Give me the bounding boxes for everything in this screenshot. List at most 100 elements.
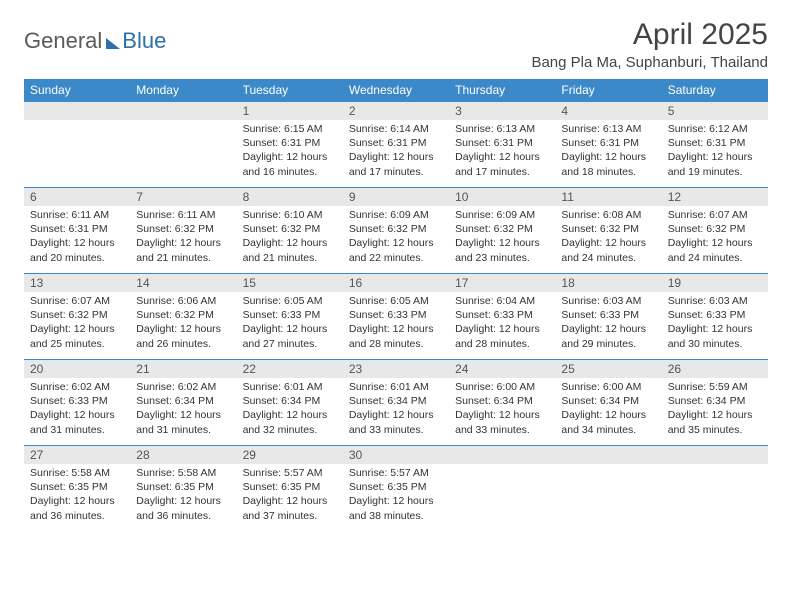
daylight-line: Daylight: 12 hours and 37 minutes. <box>243 494 337 522</box>
day-number-bar: 2 <box>343 102 449 120</box>
daylight-line: Daylight: 12 hours and 23 minutes. <box>455 236 549 264</box>
calendar-table: SundayMondayTuesdayWednesdayThursdayFrid… <box>24 79 768 532</box>
calendar-day-cell: 12Sunrise: 6:07 AMSunset: 6:32 PMDayligh… <box>662 188 768 274</box>
daylight-line: Daylight: 12 hours and 36 minutes. <box>30 494 124 522</box>
weekday-header: Monday <box>130 79 236 102</box>
sunset-line: Sunset: 6:35 PM <box>30 480 124 494</box>
sunset-line: Sunset: 6:34 PM <box>668 394 762 408</box>
day-number-bar: 30 <box>343 446 449 464</box>
day-number-bar: 7 <box>130 188 236 206</box>
sunrise-line: Sunrise: 6:02 AM <box>30 380 124 394</box>
day-body: Sunrise: 6:03 AMSunset: 6:33 PMDaylight:… <box>555 292 661 355</box>
daylight-line: Daylight: 12 hours and 31 minutes. <box>136 408 230 436</box>
calendar-day-cell: 25Sunrise: 6:00 AMSunset: 6:34 PMDayligh… <box>555 360 661 446</box>
day-body: Sunrise: 6:07 AMSunset: 6:32 PMDaylight:… <box>662 206 768 269</box>
sunrise-line: Sunrise: 6:09 AM <box>455 208 549 222</box>
sunset-line: Sunset: 6:34 PM <box>243 394 337 408</box>
daylight-line: Daylight: 12 hours and 24 minutes. <box>668 236 762 264</box>
daylight-line: Daylight: 12 hours and 31 minutes. <box>30 408 124 436</box>
day-body: Sunrise: 6:09 AMSunset: 6:32 PMDaylight:… <box>343 206 449 269</box>
day-body <box>130 120 236 160</box>
day-body: Sunrise: 6:13 AMSunset: 6:31 PMDaylight:… <box>449 120 555 183</box>
daylight-line: Daylight: 12 hours and 21 minutes. <box>136 236 230 264</box>
daylight-line: Daylight: 12 hours and 27 minutes. <box>243 322 337 350</box>
sunset-line: Sunset: 6:33 PM <box>668 308 762 322</box>
daylight-line: Daylight: 12 hours and 28 minutes. <box>349 322 443 350</box>
sunrise-line: Sunrise: 6:03 AM <box>668 294 762 308</box>
day-body: Sunrise: 6:13 AMSunset: 6:31 PMDaylight:… <box>555 120 661 183</box>
sunrise-line: Sunrise: 6:05 AM <box>243 294 337 308</box>
day-number-bar: 18 <box>555 274 661 292</box>
calendar-day-cell: 22Sunrise: 6:01 AMSunset: 6:34 PMDayligh… <box>237 360 343 446</box>
calendar-day-cell: 28Sunrise: 5:58 AMSunset: 6:35 PMDayligh… <box>130 446 236 532</box>
day-number-bar: 5 <box>662 102 768 120</box>
day-body: Sunrise: 6:01 AMSunset: 6:34 PMDaylight:… <box>237 378 343 441</box>
daylight-line: Daylight: 12 hours and 21 minutes. <box>243 236 337 264</box>
day-body: Sunrise: 5:57 AMSunset: 6:35 PMDaylight:… <box>343 464 449 527</box>
day-body: Sunrise: 6:00 AMSunset: 6:34 PMDaylight:… <box>449 378 555 441</box>
day-number-bar: 8 <box>237 188 343 206</box>
calendar-day-cell: 3Sunrise: 6:13 AMSunset: 6:31 PMDaylight… <box>449 102 555 188</box>
daylight-line: Daylight: 12 hours and 22 minutes. <box>349 236 443 264</box>
daylight-line: Daylight: 12 hours and 30 minutes. <box>668 322 762 350</box>
sunset-line: Sunset: 6:33 PM <box>243 308 337 322</box>
day-body: Sunrise: 6:04 AMSunset: 6:33 PMDaylight:… <box>449 292 555 355</box>
day-number-bar: 22 <box>237 360 343 378</box>
logo-text-general: General <box>24 28 102 54</box>
sunset-line: Sunset: 6:33 PM <box>349 308 443 322</box>
month-title: April 2025 <box>531 18 768 52</box>
day-body: Sunrise: 6:15 AMSunset: 6:31 PMDaylight:… <box>237 120 343 183</box>
sunset-line: Sunset: 6:34 PM <box>561 394 655 408</box>
sunrise-line: Sunrise: 5:58 AM <box>30 466 124 480</box>
day-body: Sunrise: 6:11 AMSunset: 6:32 PMDaylight:… <box>130 206 236 269</box>
daylight-line: Daylight: 12 hours and 20 minutes. <box>30 236 124 264</box>
sunrise-line: Sunrise: 6:02 AM <box>136 380 230 394</box>
daylight-line: Daylight: 12 hours and 18 minutes. <box>561 150 655 178</box>
sunset-line: Sunset: 6:35 PM <box>243 480 337 494</box>
calendar-week-row: 27Sunrise: 5:58 AMSunset: 6:35 PMDayligh… <box>24 446 768 532</box>
sunset-line: Sunset: 6:34 PM <box>349 394 443 408</box>
daylight-line: Daylight: 12 hours and 19 minutes. <box>668 150 762 178</box>
daylight-line: Daylight: 12 hours and 36 minutes. <box>136 494 230 522</box>
sunset-line: Sunset: 6:34 PM <box>455 394 549 408</box>
sunset-line: Sunset: 6:35 PM <box>349 480 443 494</box>
sunrise-line: Sunrise: 6:15 AM <box>243 122 337 136</box>
day-body: Sunrise: 6:00 AMSunset: 6:34 PMDaylight:… <box>555 378 661 441</box>
calendar-day-cell: 18Sunrise: 6:03 AMSunset: 6:33 PMDayligh… <box>555 274 661 360</box>
calendar-day-cell <box>24 102 130 188</box>
sunset-line: Sunset: 6:32 PM <box>349 222 443 236</box>
sunrise-line: Sunrise: 6:12 AM <box>668 122 762 136</box>
day-body <box>24 120 130 160</box>
logo: General Blue <box>24 18 166 54</box>
sunrise-line: Sunrise: 6:07 AM <box>30 294 124 308</box>
logo-triangle-icon <box>106 38 120 49</box>
location: Bang Pla Ma, Suphanburi, Thailand <box>531 54 768 71</box>
sunset-line: Sunset: 6:35 PM <box>136 480 230 494</box>
calendar-day-cell: 23Sunrise: 6:01 AMSunset: 6:34 PMDayligh… <box>343 360 449 446</box>
weekday-header-row: SundayMondayTuesdayWednesdayThursdayFrid… <box>24 79 768 102</box>
calendar-day-cell: 19Sunrise: 6:03 AMSunset: 6:33 PMDayligh… <box>662 274 768 360</box>
sunset-line: Sunset: 6:31 PM <box>561 136 655 150</box>
calendar-day-cell: 17Sunrise: 6:04 AMSunset: 6:33 PMDayligh… <box>449 274 555 360</box>
day-body: Sunrise: 6:02 AMSunset: 6:33 PMDaylight:… <box>24 378 130 441</box>
weekday-header: Friday <box>555 79 661 102</box>
day-number-bar <box>662 446 768 464</box>
day-number-bar: 21 <box>130 360 236 378</box>
day-number-bar <box>130 102 236 120</box>
day-body: Sunrise: 6:05 AMSunset: 6:33 PMDaylight:… <box>237 292 343 355</box>
day-number-bar: 27 <box>24 446 130 464</box>
day-number-bar: 16 <box>343 274 449 292</box>
sunrise-line: Sunrise: 5:59 AM <box>668 380 762 394</box>
daylight-line: Daylight: 12 hours and 17 minutes. <box>349 150 443 178</box>
sunrise-line: Sunrise: 6:11 AM <box>30 208 124 222</box>
sunrise-line: Sunrise: 6:00 AM <box>561 380 655 394</box>
day-body: Sunrise: 6:03 AMSunset: 6:33 PMDaylight:… <box>662 292 768 355</box>
daylight-line: Daylight: 12 hours and 29 minutes. <box>561 322 655 350</box>
day-number-bar: 23 <box>343 360 449 378</box>
sunrise-line: Sunrise: 6:10 AM <box>243 208 337 222</box>
sunset-line: Sunset: 6:32 PM <box>243 222 337 236</box>
sunrise-line: Sunrise: 6:09 AM <box>349 208 443 222</box>
day-number-bar: 29 <box>237 446 343 464</box>
daylight-line: Daylight: 12 hours and 24 minutes. <box>561 236 655 264</box>
daylight-line: Daylight: 12 hours and 34 minutes. <box>561 408 655 436</box>
